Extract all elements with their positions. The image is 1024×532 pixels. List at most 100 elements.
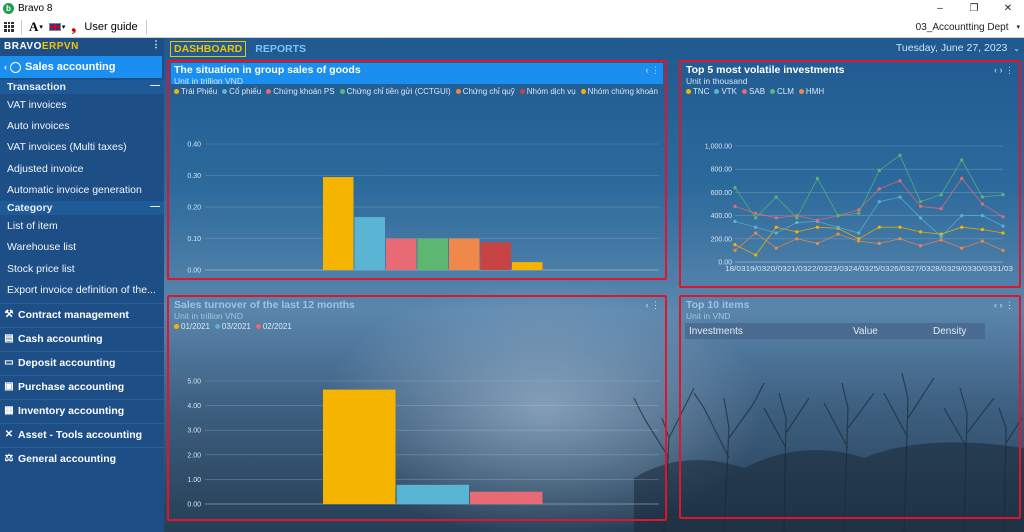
data-point[interactable]: [877, 168, 881, 172]
sidebar-module-asset-tools-accounting[interactable]: ✕ Asset - Tools accounting: [0, 422, 164, 447]
data-point[interactable]: [754, 211, 758, 215]
data-point[interactable]: [774, 225, 778, 229]
bar[interactable]: [354, 217, 386, 270]
sidebar-item-export-invoice-definition[interactable]: Export invoice definition of the...: [7, 284, 156, 297]
tab-reports[interactable]: REPORTS: [255, 43, 307, 55]
panel-controls-icon[interactable]: ‹ ⋮: [645, 65, 661, 75]
data-point[interactable]: [733, 219, 737, 223]
tab-dashboard[interactable]: DASHBOARD: [170, 41, 247, 57]
column-header-density[interactable]: Density: [933, 325, 967, 337]
legend-item[interactable]: Cổ phiếu: [222, 87, 261, 96]
sidebar-module-sales-accounting[interactable]: ‹ Sales accounting: [0, 56, 162, 78]
data-point[interactable]: [733, 186, 737, 190]
bar[interactable]: [480, 242, 512, 270]
chevron-left-icon[interactable]: ‹: [4, 62, 7, 72]
data-point[interactable]: [857, 239, 861, 243]
bar[interactable]: [449, 238, 480, 271]
bar[interactable]: [470, 491, 543, 504]
data-point[interactable]: [815, 241, 820, 246]
legend-item[interactable]: CLM: [770, 87, 794, 96]
legend-item[interactable]: Chứng khoán PS: [266, 87, 335, 96]
data-point[interactable]: [877, 225, 881, 229]
data-point[interactable]: [960, 176, 964, 181]
legend-item[interactable]: Nhóm dịch vụ: [519, 87, 576, 96]
data-point[interactable]: [918, 204, 923, 208]
data-point[interactable]: [733, 204, 737, 208]
data-point[interactable]: [836, 214, 840, 218]
data-point[interactable]: [733, 243, 737, 247]
data-point[interactable]: [960, 158, 964, 162]
group-header-transaction[interactable]: Transaction —: [0, 80, 164, 94]
font-size-button[interactable]: A ▾: [25, 16, 47, 38]
sidebar-item-warehouse-list[interactable]: Warehouse list: [7, 241, 77, 254]
data-point[interactable]: [774, 231, 778, 235]
data-point[interactable]: [939, 238, 943, 242]
bar[interactable]: [386, 238, 417, 271]
sidebar-module-cash-accounting[interactable]: ▤ Cash accounting: [0, 326, 164, 351]
apps-menu-button[interactable]: [0, 16, 18, 38]
data-point[interactable]: [980, 214, 984, 218]
restore-icon[interactable]: ❐: [969, 2, 979, 14]
data-point[interactable]: [1001, 193, 1005, 197]
bar[interactable]: [512, 262, 543, 270]
data-point[interactable]: [939, 193, 943, 197]
collapse-icon[interactable]: —: [150, 80, 160, 91]
legend-item[interactable]: Trái Phiếu: [174, 87, 217, 96]
data-point[interactable]: [815, 176, 820, 181]
column-header-investments[interactable]: Investments: [689, 325, 743, 337]
data-point[interactable]: [898, 179, 902, 183]
data-point[interactable]: [795, 230, 799, 234]
data-point[interactable]: [980, 195, 984, 199]
data-point[interactable]: [795, 237, 799, 241]
collapse-icon[interactable]: —: [150, 201, 160, 213]
data-point[interactable]: [939, 234, 943, 239]
legend-item[interactable]: VTK: [714, 87, 737, 96]
data-point[interactable]: [795, 216, 799, 220]
data-point[interactable]: [1001, 231, 1005, 235]
minimize-icon[interactable]: –: [937, 2, 943, 14]
bar[interactable]: [396, 484, 470, 504]
data-point[interactable]: [939, 232, 943, 236]
legend-item[interactable]: Chứng chỉ tiền gửi (CCTGUI): [339, 87, 451, 96]
data-point[interactable]: [960, 246, 964, 250]
legend-item[interactable]: Nhóm chứng khoán: [580, 87, 658, 96]
data-point[interactable]: [836, 225, 840, 229]
data-point[interactable]: [898, 195, 902, 199]
data-point[interactable]: [857, 231, 861, 235]
data-point[interactable]: [877, 241, 881, 246]
legend-item[interactable]: SAB: [742, 87, 765, 96]
panel-controls-icon[interactable]: ‹ › ⋮: [994, 300, 1014, 310]
data-point[interactable]: [980, 227, 984, 232]
legend-item[interactable]: HMH: [798, 87, 824, 96]
sidebar-item-list-of-item[interactable]: List of item: [7, 220, 58, 233]
data-point[interactable]: [795, 220, 799, 225]
sidebar-item-vat-invoices-multi[interactable]: VAT invoices (Multi taxes): [7, 141, 127, 154]
data-point[interactable]: [754, 253, 758, 257]
user-guide-button[interactable]: ❟ User guide: [67, 16, 141, 38]
sidebar-item-stock-price-list[interactable]: Stock price list: [7, 262, 75, 275]
data-point[interactable]: [774, 195, 778, 199]
data-point[interactable]: [774, 216, 778, 220]
data-point[interactable]: [733, 248, 737, 252]
legend-item[interactable]: Chứng chỉ quỹ: [455, 87, 515, 96]
data-point[interactable]: [754, 216, 758, 220]
bar[interactable]: [323, 389, 396, 504]
panel-controls-icon[interactable]: ‹ › ⋮: [994, 65, 1014, 75]
data-point[interactable]: [857, 211, 861, 215]
sidebar-module-deposit-accounting[interactable]: ▭ Deposit accounting: [0, 350, 164, 375]
more-options-icon[interactable]: ⋮: [151, 39, 161, 49]
sidebar-item-adjusted-invoice[interactable]: Adjusted invoice: [7, 162, 84, 175]
sidebar-module-contract-management[interactable]: ⚒ Contract management: [0, 302, 164, 327]
data-point[interactable]: [1001, 215, 1005, 219]
sidebar-item-auto-invoices[interactable]: Auto invoices: [7, 119, 70, 132]
sidebar-module-purchase-accounting[interactable]: ▣ Purchase accounting: [0, 374, 164, 399]
data-point[interactable]: [898, 237, 902, 241]
data-point[interactable]: [1001, 224, 1005, 228]
data-point[interactable]: [939, 207, 943, 211]
sidebar-item-vat-invoices[interactable]: VAT invoices: [7, 98, 67, 111]
legend-item[interactable]: TNC: [686, 87, 709, 96]
group-header-category[interactable]: Category —: [0, 201, 164, 216]
legend-item[interactable]: 03/2021: [214, 322, 251, 331]
data-point[interactable]: [877, 200, 881, 204]
data-point[interactable]: [918, 230, 923, 234]
